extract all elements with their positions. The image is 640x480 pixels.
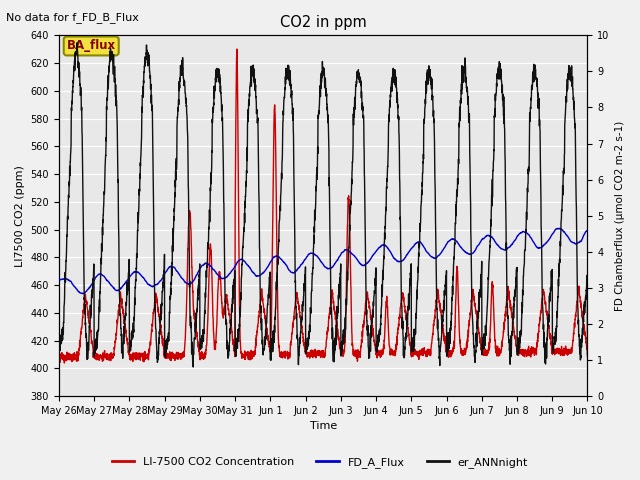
Y-axis label: FD Chamberflux (μmol CO2 m-2 s-1): FD Chamberflux (μmol CO2 m-2 s-1) <box>615 120 625 311</box>
Text: No data for f_FD_B_Flux: No data for f_FD_B_Flux <box>6 12 140 23</box>
Title: CO2 in ppm: CO2 in ppm <box>280 15 367 30</box>
Legend: LI-7500 CO2 Concentration, FD_A_Flux, er_ANNnight: LI-7500 CO2 Concentration, FD_A_Flux, er… <box>108 452 532 472</box>
Text: BA_flux: BA_flux <box>67 39 116 52</box>
X-axis label: Time: Time <box>310 421 337 432</box>
Y-axis label: LI7500 CO2 (ppm): LI7500 CO2 (ppm) <box>15 165 25 267</box>
